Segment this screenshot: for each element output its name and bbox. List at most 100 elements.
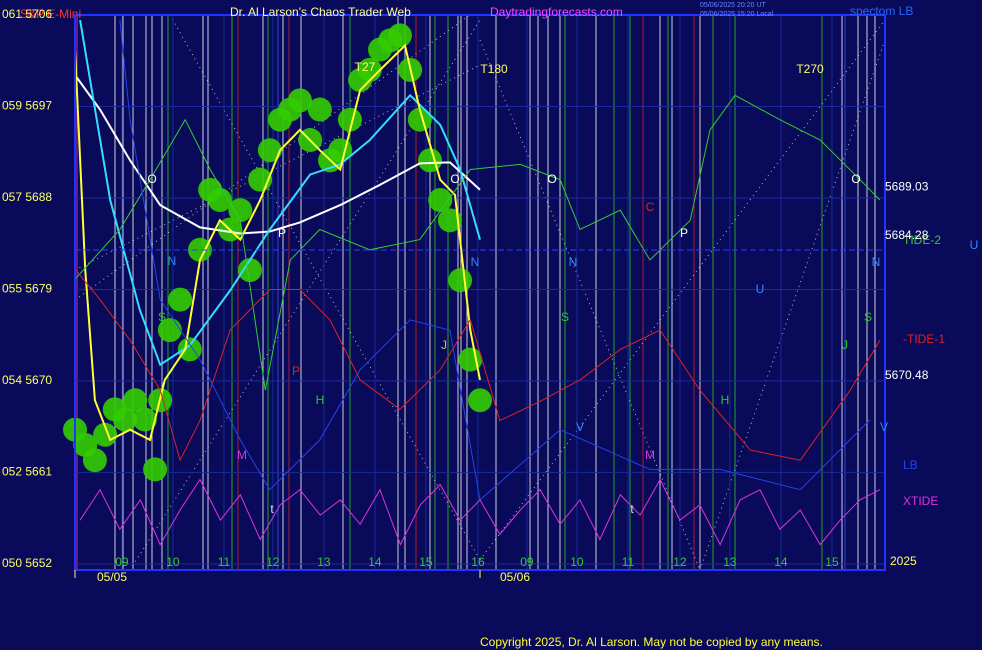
series-label: TIDE-2 (903, 233, 941, 247)
price-bubble (448, 268, 473, 293)
x-tick-label: 16 (471, 555, 485, 569)
dotted-line (699, 39, 886, 571)
series-line (79, 478, 881, 546)
grid (75, 14, 885, 570)
annotation: M (237, 448, 247, 462)
x-tick-label: 10 (166, 555, 180, 569)
x-tick-label: 14 (774, 555, 788, 569)
price-bubble (428, 188, 453, 212)
date-label: 05/05 (97, 570, 127, 584)
site: Daytradingforecasts.com (490, 5, 623, 19)
price-bubble (437, 208, 462, 233)
price-bubble (257, 138, 282, 163)
price-bubble (228, 198, 253, 223)
dotted-line (74, 64, 481, 271)
price-bubble (207, 188, 232, 212)
y-tick-label: 052 5661 (2, 465, 52, 479)
time-local: 05/06/2025 15:20 Local (700, 11, 774, 18)
annotation: M (645, 448, 655, 462)
timing-lines (74, 14, 886, 571)
series-line (79, 19, 481, 367)
y-tick-label: 054 5670 (2, 373, 52, 387)
annotation: t (270, 502, 274, 516)
x-tick-label: 13 (723, 555, 737, 569)
y-tick-label: 050 5652 (2, 556, 52, 570)
title: Dr. Al Larson's Chaos Trader Web (230, 5, 411, 19)
series-label: XTIDE (903, 494, 938, 508)
annotation: T180 (480, 62, 508, 76)
price-bubble (143, 457, 168, 482)
x-tick-label: 10 (570, 555, 584, 569)
y-tick-label: 055 5679 (2, 282, 52, 296)
x-tick-label: 15 (419, 555, 433, 569)
series-line (119, 20, 871, 501)
annotation: V (576, 420, 584, 434)
series-line (74, 268, 881, 462)
series-line (74, 94, 881, 391)
series-line (74, 43, 481, 442)
annotation: J (441, 338, 447, 352)
annotation: O (450, 172, 459, 186)
x-tick-label: 12 (673, 555, 687, 569)
date-label: 2025 (890, 554, 917, 568)
series-label: -TIDE-1 (903, 332, 945, 346)
price-bubble (307, 97, 332, 122)
annotation: C (646, 200, 655, 214)
price-bubble (168, 287, 193, 312)
series-line (74, 74, 481, 235)
price-label: 5689.03 (885, 180, 929, 194)
price-bubble (177, 337, 202, 362)
y-tick-label: 059 5697 (2, 99, 52, 113)
date-label: 05/06 (500, 570, 530, 584)
annotation: S (561, 310, 569, 324)
price-bubble (287, 88, 312, 113)
symbol: S&P E-Mini (20, 7, 81, 21)
annotation: V (880, 420, 888, 434)
annotation: N (569, 255, 578, 269)
price-bubble (123, 388, 148, 413)
annotation: P (292, 364, 300, 378)
price-bubble (407, 107, 432, 132)
annotation: T270 (796, 62, 824, 76)
annotation: P (278, 226, 286, 240)
marks (63, 19, 881, 546)
y-tick-label: 057 5688 (2, 190, 52, 204)
x-tick-label: 11 (622, 555, 635, 569)
annotation: S (158, 310, 166, 324)
price-bubble (357, 57, 382, 82)
x-tick-label: 09 (520, 555, 534, 569)
dotted-line (479, 39, 701, 571)
annotation: S (864, 310, 872, 324)
price-bubble (468, 388, 492, 413)
x-tick-label: 13 (317, 555, 331, 569)
price-bubble (82, 448, 107, 473)
time-ut: 05/06/2025 20:20 UT (700, 2, 766, 9)
annotation: T27 (355, 60, 376, 74)
annotation: O (547, 172, 556, 186)
price-label: 5684.28 (885, 228, 929, 242)
price-bubble (237, 258, 262, 283)
x-tick-label: 12 (266, 555, 280, 569)
corner-label: spectom LB (850, 4, 913, 18)
series-label: LB (903, 458, 918, 472)
price-bubble (187, 237, 212, 262)
price-bubble (458, 347, 483, 372)
price-bubble (418, 148, 443, 173)
annotation: O (851, 172, 860, 186)
annotation: N (168, 254, 177, 268)
annotation: U (970, 238, 979, 252)
annotation: N (872, 255, 881, 269)
x-tick-label: 15 (825, 555, 839, 569)
annotation: P (680, 226, 688, 240)
annotation: H (316, 393, 325, 407)
price-bubble (387, 23, 412, 48)
annotation: U (756, 282, 765, 296)
price-bubble (93, 422, 118, 447)
price-bubble (132, 407, 157, 432)
price-label: 5670.48 (885, 368, 929, 382)
annotation: H (721, 393, 730, 407)
price-bubble (337, 107, 362, 132)
